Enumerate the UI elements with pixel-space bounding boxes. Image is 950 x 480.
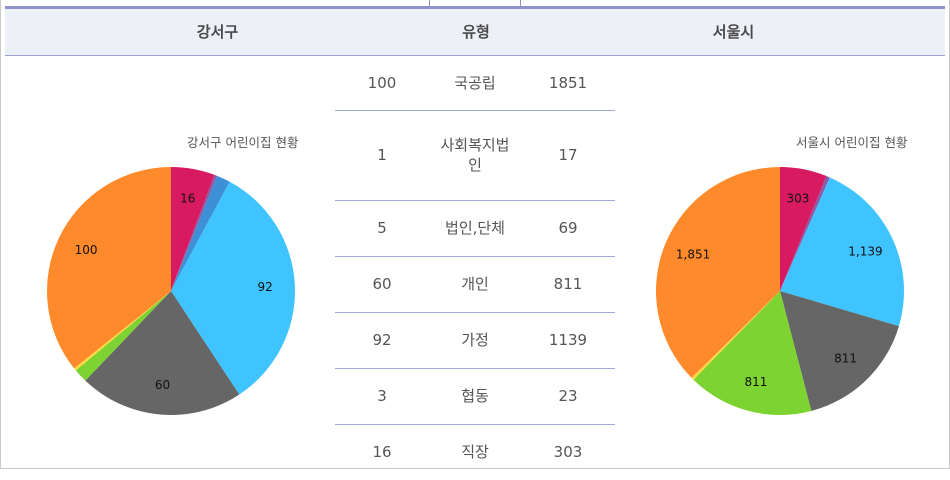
header-seoul: 서울시 [712, 23, 755, 41]
pie-slice-label: 1,851 [676, 248, 710, 262]
pie-slice [171, 175, 230, 291]
gangseo-count-cell: 1 [335, 110, 429, 201]
header-gangseo: 강서구 [196, 23, 239, 41]
type-cell: 사회복지법 인 [429, 110, 521, 201]
type-cell: 개인 [429, 256, 521, 313]
pie-slice [691, 291, 780, 380]
gangseo-count-cell: 60 [335, 256, 429, 313]
pie-slice [780, 177, 904, 327]
pie-slice [656, 167, 780, 378]
pie-slice [74, 291, 171, 371]
gangseo-chart-title: 강서구 어린이집 현황 [187, 135, 299, 150]
type-cell: 국공립 [429, 56, 521, 111]
pie-slice [171, 174, 218, 291]
header-type: 유형 [462, 23, 490, 41]
header-divider [520, 0, 521, 8]
seoul-count-cell: 17 [521, 110, 615, 201]
gangseo-count-cell: 3 [335, 368, 429, 425]
gangseo-count-cell: 16 [372, 443, 392, 462]
pie-slice-label: 60 [155, 378, 170, 392]
table-row: 5 법인,단체 69 [335, 200, 615, 257]
seoul-count-cell: 69 [521, 200, 615, 257]
gangseo-pie-chart: 16 92 60 100 [47, 167, 295, 415]
pie-slice-label: 100 [75, 243, 98, 257]
pie-slice [693, 291, 812, 415]
pie-slice-label: 92 [258, 280, 273, 294]
seoul-pie-chart: 303 1,139 811 811 1,851 [656, 167, 904, 415]
table-row: 16 직장 303 [335, 424, 615, 480]
type-cell: 직장 [461, 443, 489, 462]
seoul-count-cell: 811 [521, 256, 615, 313]
table-header: 강서구 유형 서울시 [5, 9, 945, 56]
pie-slice [171, 181, 295, 395]
pie-slice-label: 16 [180, 191, 195, 205]
pie-slice-label: 303 [787, 191, 810, 205]
table-row: 60 개인 811 [335, 256, 615, 313]
pie-slice [780, 176, 830, 291]
pie-slice [75, 291, 171, 381]
table-row: 3 협동 23 [335, 368, 615, 425]
seoul-count-cell: 23 [521, 368, 615, 425]
pie-slice [171, 167, 215, 291]
pie-slice [85, 291, 240, 415]
header-accent-bar [5, 6, 945, 9]
pie-slice [47, 167, 171, 369]
type-cell: 법인,단체 [429, 200, 521, 257]
table-row: 92 가정 1139 [335, 312, 615, 369]
pie-slice-label: 1,139 [848, 244, 882, 258]
pie-slice-label: 811 [744, 375, 767, 389]
pie-slice [780, 167, 827, 291]
pie-slice-label: 811 [834, 352, 857, 366]
seoul-count-cell: 303 [553, 443, 583, 462]
gangseo-count-cell: 100 [335, 56, 429, 111]
pie-slice [780, 291, 899, 411]
seoul-count-cell: 1139 [521, 312, 615, 369]
type-table: 100 국공립 1851 1 사회복지법 인 17 5 법인,단체 69 60 개인 811 92 가정 11… [335, 56, 615, 480]
gangseo-count-cell: 5 [335, 200, 429, 257]
header-divider [429, 0, 430, 8]
table-row: 1 사회복지법 인 17 [335, 110, 615, 201]
type-cell: 협동 [429, 368, 521, 425]
type-cell: 가정 [429, 312, 521, 369]
seoul-count-cell: 1851 [521, 56, 615, 111]
gangseo-count-cell: 92 [335, 312, 429, 369]
seoul-chart-title: 서울시 어린이집 현황 [796, 135, 908, 150]
table-row: 100 국공립 1851 [335, 56, 615, 111]
